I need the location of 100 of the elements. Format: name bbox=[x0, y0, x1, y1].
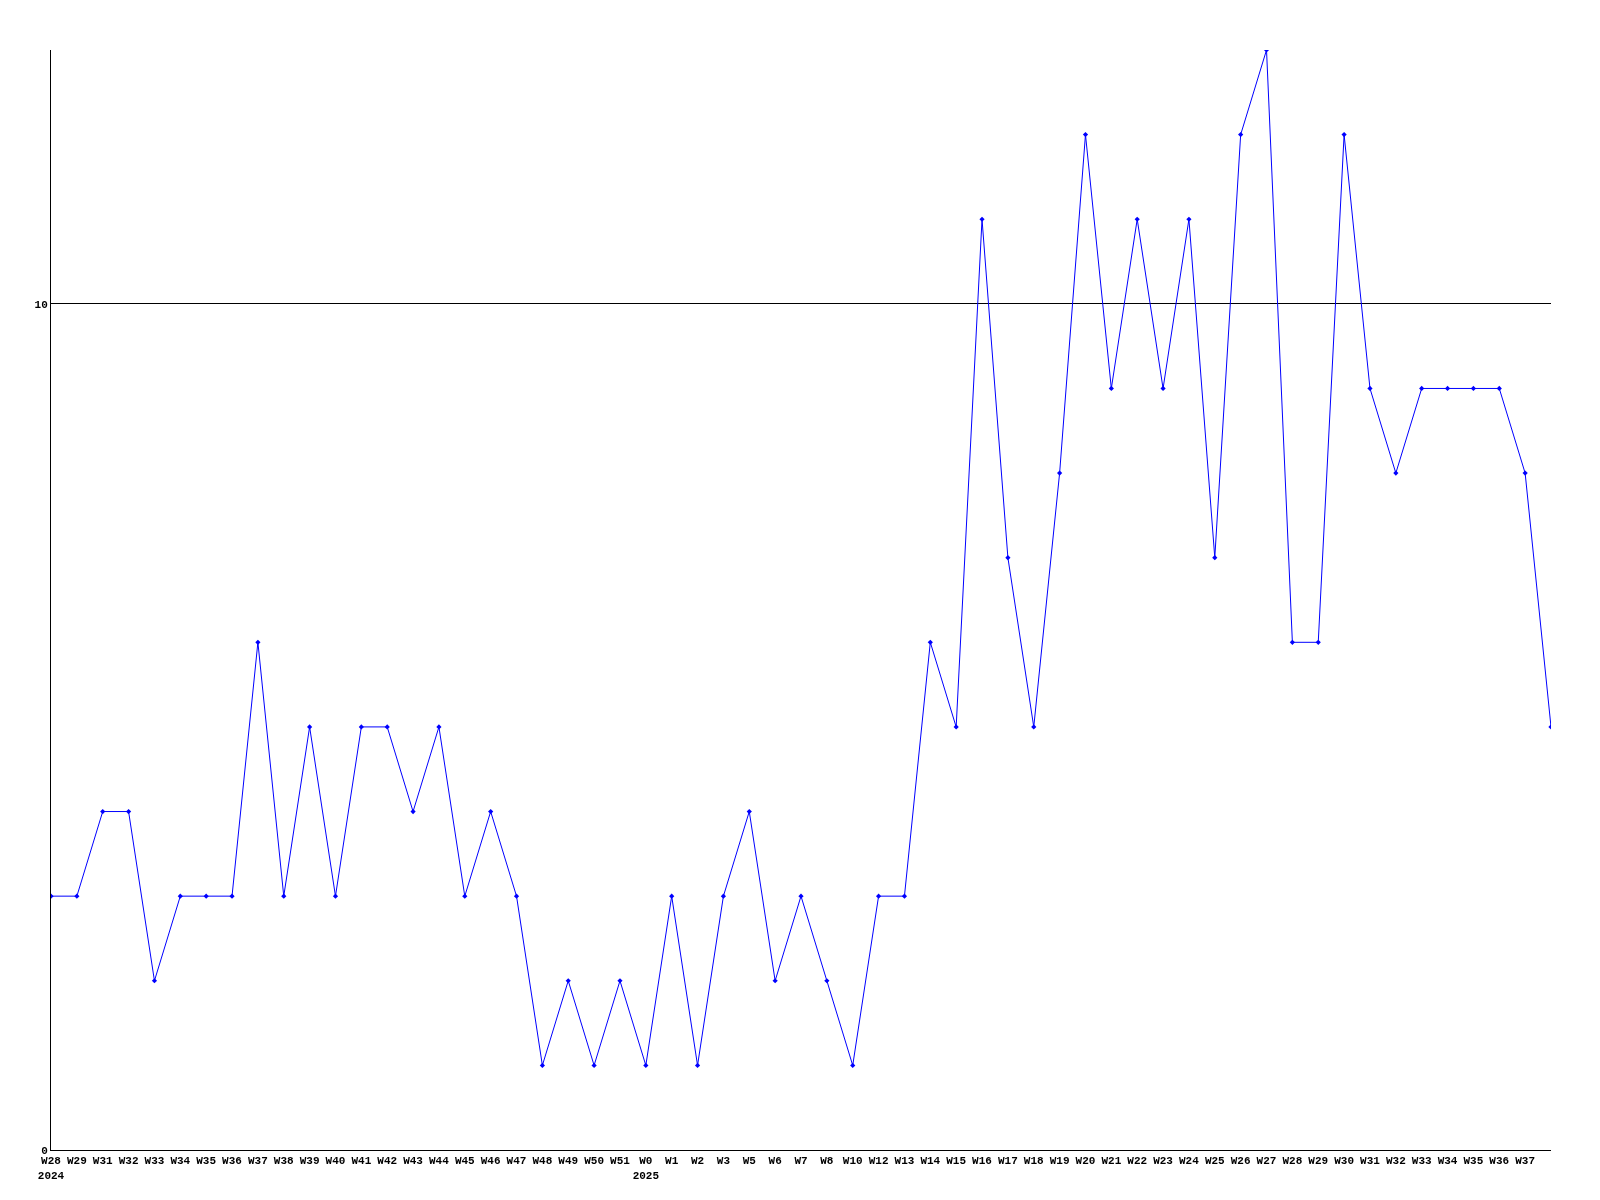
x-tick-label: W26 bbox=[1230, 1155, 1251, 1168]
point bbox=[100, 808, 106, 815]
x-tick-label: W35 bbox=[196, 1155, 217, 1168]
x-tick-label: W1 bbox=[665, 1155, 679, 1168]
point bbox=[1134, 216, 1140, 222]
x-tick-label: W32 bbox=[118, 1155, 139, 1168]
x-tick-label: W29 bbox=[66, 1155, 87, 1168]
x-tick-label: W5 bbox=[742, 1155, 757, 1168]
x-tick-label: W3 bbox=[716, 1155, 731, 1168]
x-tick-label: W39 bbox=[299, 1155, 320, 1168]
x-tick-label: W28 bbox=[1282, 1155, 1303, 1168]
x-tick-label: W32 bbox=[1385, 1155, 1406, 1168]
x-tick-label: W10 bbox=[842, 1155, 863, 1168]
x-tick-label: W33 bbox=[1411, 1155, 1432, 1168]
x-tick-label: W23 bbox=[1153, 1155, 1174, 1168]
x-tick-label: W8 bbox=[820, 1155, 834, 1168]
point bbox=[1108, 385, 1114, 392]
x-tick-label: W14 bbox=[920, 1155, 941, 1168]
y-tick-label: 0 bbox=[41, 1144, 48, 1157]
point bbox=[488, 808, 494, 815]
x-tick-label: W34 bbox=[1437, 1155, 1458, 1168]
point bbox=[1341, 132, 1347, 138]
point bbox=[927, 639, 933, 645]
x-tick-label: W33 bbox=[144, 1155, 165, 1168]
x-tick-label: W36 bbox=[222, 1155, 242, 1168]
point bbox=[669, 893, 675, 899]
point bbox=[1470, 385, 1477, 392]
x-tick-label: W20 bbox=[1075, 1155, 1096, 1168]
point bbox=[875, 893, 882, 899]
x-tick-label: W38 bbox=[273, 1155, 295, 1168]
point bbox=[1315, 639, 1321, 645]
point bbox=[151, 978, 158, 984]
point bbox=[643, 1062, 649, 1068]
x-tick-label: W45 bbox=[454, 1155, 476, 1168]
x-tick-label: W40 bbox=[325, 1155, 346, 1168]
x-tick-label: W16 bbox=[972, 1155, 992, 1168]
x-tick-label: W17 bbox=[997, 1155, 1018, 1168]
x-tick-label: W12 bbox=[868, 1155, 889, 1168]
x-tick-label: W18 bbox=[1023, 1155, 1045, 1168]
point bbox=[1444, 385, 1451, 392]
point bbox=[539, 1062, 545, 1068]
x-tick-label: W13 bbox=[894, 1155, 915, 1168]
point bbox=[1367, 385, 1373, 392]
point bbox=[332, 893, 339, 899]
x-tick-label: W37 bbox=[1515, 1155, 1536, 1168]
point bbox=[1160, 385, 1166, 392]
point bbox=[1419, 385, 1425, 392]
x-tick-label: W24 bbox=[1179, 1155, 1200, 1168]
point bbox=[1212, 555, 1218, 561]
x-tick-label: W42 bbox=[377, 1155, 398, 1168]
point bbox=[177, 893, 183, 899]
x-tick-label: W48 bbox=[532, 1155, 553, 1168]
x-tick-label: W51 bbox=[610, 1155, 631, 1168]
x-tick-label: W47 bbox=[506, 1155, 527, 1168]
x-tick-label: W28 2024 bbox=[37, 1155, 65, 1182]
point bbox=[1289, 639, 1295, 645]
x-tick-label: W19 bbox=[1049, 1155, 1070, 1168]
x-tick-label: W30 bbox=[1334, 1155, 1355, 1168]
point bbox=[1057, 470, 1063, 476]
point bbox=[901, 893, 908, 899]
point bbox=[850, 1062, 856, 1068]
x-tick-label: W35 bbox=[1463, 1155, 1484, 1168]
x-tick-label: W44 bbox=[429, 1155, 450, 1168]
x-tick-label: W43 bbox=[403, 1155, 424, 1168]
point bbox=[410, 808, 416, 815]
point bbox=[1496, 385, 1502, 392]
x-tick-label: W36 bbox=[1489, 1155, 1510, 1168]
point bbox=[358, 724, 364, 730]
point bbox=[125, 808, 132, 815]
x-tick-label: W29 bbox=[1308, 1155, 1329, 1168]
point bbox=[746, 808, 752, 815]
y-tick-label: 10 bbox=[34, 298, 48, 311]
x-tick-label: W25 bbox=[1204, 1155, 1226, 1168]
x-tick-label: W0 2025 bbox=[632, 1155, 660, 1182]
x-tick-label: W31 bbox=[1360, 1155, 1381, 1168]
point bbox=[720, 893, 727, 899]
x-tick-label: W34 bbox=[170, 1155, 191, 1168]
point bbox=[694, 1062, 701, 1068]
x-tick-label: W27 bbox=[1256, 1155, 1277, 1168]
x-tick-label: W46 bbox=[480, 1155, 501, 1168]
point bbox=[255, 639, 261, 645]
point bbox=[1238, 132, 1244, 138]
point bbox=[591, 1062, 597, 1068]
x-tick-label: W49 bbox=[558, 1155, 579, 1168]
point bbox=[1005, 555, 1011, 561]
x-tick-label: W22 bbox=[1127, 1155, 1148, 1168]
point bbox=[307, 724, 313, 730]
x-tick-label: W15 bbox=[946, 1155, 967, 1168]
x-tick-label: W21 bbox=[1101, 1155, 1122, 1168]
x-tick-label: W37 bbox=[247, 1155, 268, 1168]
x-tick-label: W2 bbox=[690, 1155, 705, 1168]
point bbox=[1082, 132, 1089, 138]
x-tick-label: W50 bbox=[584, 1155, 605, 1168]
point bbox=[513, 893, 520, 899]
point bbox=[281, 893, 287, 899]
x-tick-label: W6 bbox=[768, 1155, 782, 1168]
x-tick-label: W31 bbox=[92, 1155, 114, 1168]
x-tick-label: W7 bbox=[794, 1155, 808, 1168]
x-tick-label: W41 bbox=[351, 1155, 372, 1168]
point bbox=[565, 978, 571, 984]
